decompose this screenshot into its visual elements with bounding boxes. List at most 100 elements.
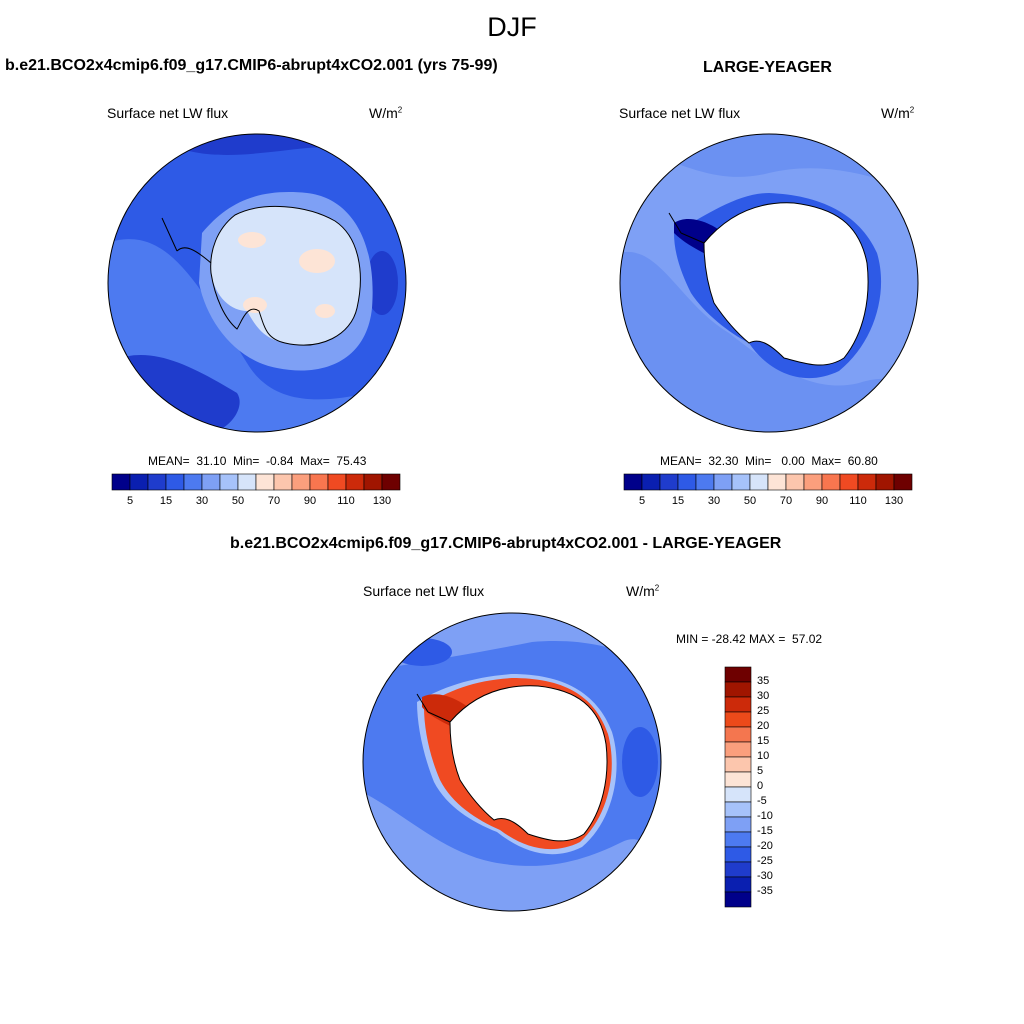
colorbar-swatch (255, 473, 275, 491)
colorbar-swatch (273, 473, 293, 491)
colorbar-swatch (857, 473, 877, 491)
colorbar-tick-label: 5 (126, 495, 134, 507)
colorbar-tick-label: 35 (757, 675, 770, 687)
colorbar-tick-label: -15 (757, 825, 773, 837)
colorbar-swatch (724, 861, 752, 878)
colorbar-tick-label: 15 (671, 495, 685, 507)
colorbar-tick-label: -10 (757, 810, 773, 822)
positive-flux-patch (243, 297, 267, 313)
colorbar-tick-label: 70 (779, 495, 793, 507)
colorbar-tick-label: 20 (757, 720, 770, 732)
bottom-stats: MIN = -28.42 MAX = 57.02 (676, 632, 823, 646)
top-left-colorbar (111, 473, 401, 491)
colorbar-tick-label: 50 (743, 495, 757, 507)
bottom-colorbar (724, 666, 752, 908)
colorbar-swatch (695, 473, 715, 491)
antarctica-coastline (668, 202, 869, 366)
top-left-variable-label: Surface net LW flux (107, 105, 229, 121)
colorbar-swatch (363, 473, 383, 491)
colorbar-swatch (724, 801, 752, 818)
colorbar-tick-label: 50 (231, 495, 245, 507)
top-right-colorbar-labels: 5 15 30 50 70 90 110 130 (624, 495, 912, 509)
colorbar-tick-label: 30 (707, 495, 721, 507)
top-left-colorbar-labels: 5 15 30 50 70 90 110 130 (112, 495, 400, 509)
colorbar-swatch (381, 473, 401, 491)
colorbar-tick-label: -25 (757, 855, 773, 867)
top-left-units-label: W/m2 (369, 105, 403, 121)
colorbar-tick-label: 110 (337, 495, 355, 507)
colorbar-swatch (749, 473, 769, 491)
top-right-panel-title: LARGE-YEAGER (703, 59, 832, 76)
bottom-variable-label: Surface net LW flux (363, 583, 485, 599)
colorbar-swatch (724, 831, 752, 848)
colorbar-swatch (309, 473, 329, 491)
colorbar-tick-label: 30 (757, 690, 770, 702)
colorbar-swatch (724, 891, 752, 908)
colorbar-swatch (724, 756, 752, 773)
colorbar-swatch (183, 473, 203, 491)
colorbar-swatch (724, 876, 752, 893)
bottom-colorbar-labels: 35 30 25 20 15 10 5 0 -5 -10 -15 -20 -25 -30 -35 (757, 667, 797, 907)
colorbar-swatch (839, 473, 859, 491)
colorbar-swatch (641, 473, 661, 491)
colorbar-tick-label: -35 (757, 885, 773, 897)
ocean-flux-patch (392, 638, 452, 666)
colorbar-tick-label: 10 (757, 750, 770, 762)
positive-flux-patch (299, 249, 335, 273)
colorbar-swatch (724, 771, 752, 788)
bottom-units-label: W/m2 (626, 583, 660, 599)
colorbar-swatch (724, 741, 752, 758)
antarctica-masked-continent (704, 202, 869, 366)
colorbar-tick-label: 5 (638, 495, 646, 507)
colorbar-swatch (731, 473, 751, 491)
colorbar-swatch (785, 473, 805, 491)
colorbar-swatch (875, 473, 895, 491)
colorbar-swatch (724, 681, 752, 698)
colorbar-tick-label: 30 (195, 495, 209, 507)
positive-flux-patch (238, 232, 266, 248)
colorbar-tick-label: 15 (757, 735, 770, 747)
colorbar-swatch (201, 473, 221, 491)
colorbar-swatch (345, 473, 365, 491)
colorbar-swatch (219, 473, 239, 491)
colorbar-swatch (677, 473, 697, 491)
top-right-stats: MEAN= 32.30 Min= 0.00 Max= 60.80 (660, 454, 878, 468)
top-right-polar-map (619, 133, 919, 433)
colorbar-swatch (659, 473, 679, 491)
colorbar-tick-label: 15 (159, 495, 173, 507)
colorbar-swatch (724, 846, 752, 863)
colorbar-swatch (327, 473, 347, 491)
colorbar-swatch (724, 726, 752, 743)
colorbar-swatch (724, 786, 752, 803)
colorbar-tick-label: 130 (372, 495, 392, 507)
colorbar-tick-label: 110 (849, 495, 867, 507)
colorbar-tick-label: -5 (757, 795, 767, 807)
colorbar-swatch (237, 473, 257, 491)
colorbar-tick-label: 70 (267, 495, 281, 507)
top-right-units-label: W/m2 (881, 105, 915, 121)
colorbar-swatch (129, 473, 149, 491)
colorbar-swatch (291, 473, 311, 491)
antarctica-masked-continent (450, 685, 608, 841)
antarctica-coastline (161, 206, 361, 346)
antarctica-coastline (416, 685, 608, 842)
ocean-flux-band-mid (620, 251, 918, 432)
colorbar-swatch (724, 711, 752, 728)
colorbar-swatch (165, 473, 185, 491)
colorbar-swatch (803, 473, 823, 491)
colorbar-tick-label: -20 (757, 840, 773, 852)
colorbar-tick-label: 0 (757, 780, 764, 792)
colorbar-swatch (713, 473, 733, 491)
colorbar-tick-label: 5 (757, 765, 764, 777)
colorbar-tick-label: 130 (884, 495, 904, 507)
ocean-flux-patch (622, 727, 658, 797)
colorbar-swatch (767, 473, 787, 491)
ocean-flux-patch (366, 251, 398, 315)
colorbar-tick-label: 90 (815, 495, 829, 507)
bottom-panel-title: b.e21.BCO2x4cmip6.f09_g17.CMIP6-abrupt4x… (230, 535, 782, 552)
colorbar-tick-label: 25 (757, 705, 770, 717)
colorbar-swatch (147, 473, 167, 491)
colorbar-tick-label: 90 (303, 495, 317, 507)
bottom-polar-map (362, 612, 662, 912)
ocean-flux-band-light (363, 792, 661, 911)
